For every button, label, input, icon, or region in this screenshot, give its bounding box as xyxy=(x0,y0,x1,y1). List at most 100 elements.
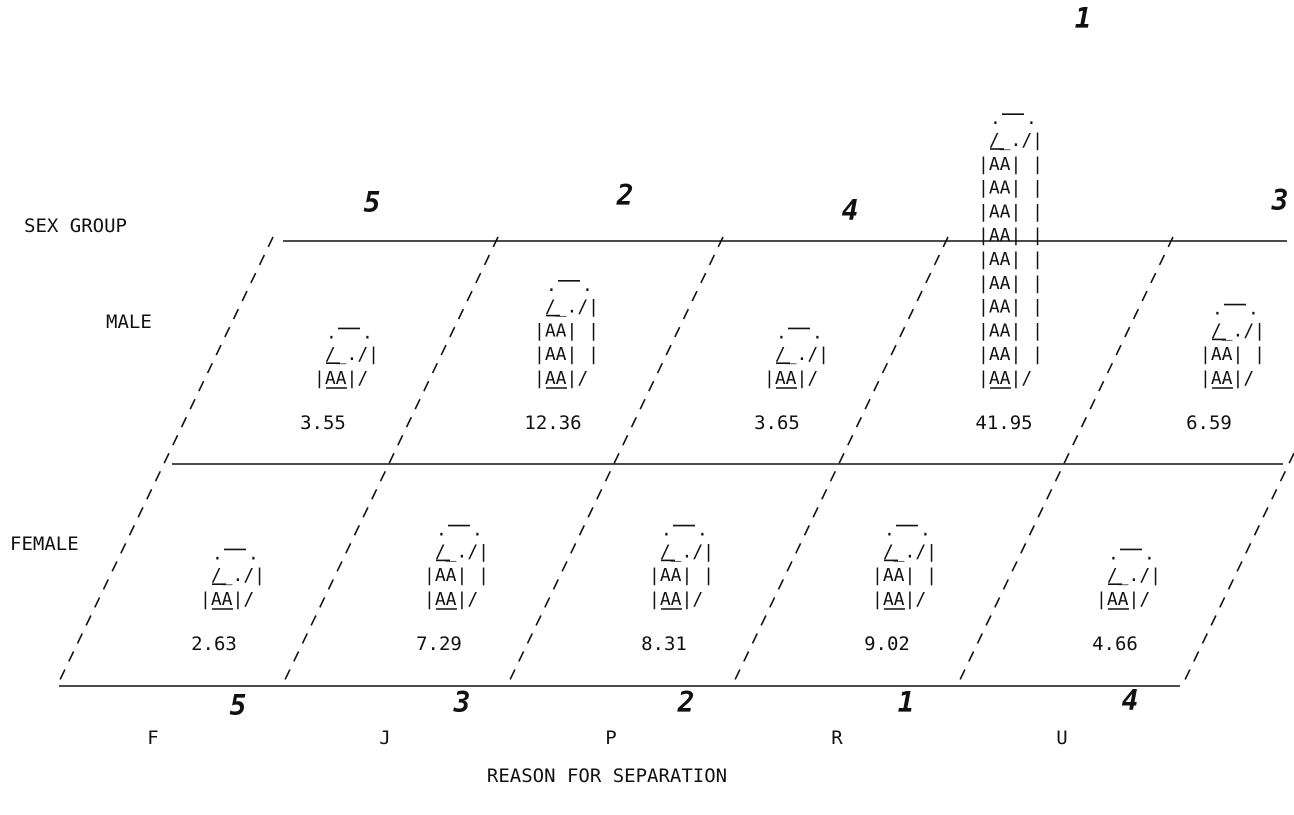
bar-female-j: |AA|/ |AA| | /_./|.. xyxy=(424,520,489,610)
handwritten-rank-female: 3 xyxy=(453,686,471,719)
bar-segment: |AA|/ xyxy=(764,368,818,389)
handwritten-rank-male: 1 xyxy=(1075,2,1092,35)
handwritten-rank-female: 4 xyxy=(1122,684,1139,717)
column-divider xyxy=(731,236,949,687)
bar-segment: |AA|/ xyxy=(1096,589,1150,610)
bar-segment: |AA| | xyxy=(649,565,714,586)
handwritten-rank-male: 3 xyxy=(1271,184,1289,217)
bar-roof-dot: . xyxy=(812,322,823,343)
bar-roof-dot: . xyxy=(884,520,895,541)
bar-roof-dot: . xyxy=(546,275,557,296)
value-label-male-u: 6.59 xyxy=(1186,412,1232,434)
bar-roof-dot: . xyxy=(1108,543,1119,564)
bar-segment: |AA| | xyxy=(872,565,937,586)
value-label-male-f: 3.55 xyxy=(300,412,346,434)
handwritten-rank-female: 1 xyxy=(898,686,915,719)
value-label-male-p: 3.65 xyxy=(754,412,800,434)
bar-cap: /_./| xyxy=(424,541,489,562)
value-label-male-r: 41.95 xyxy=(975,412,1032,434)
bar-cap: /_./| xyxy=(314,344,379,365)
value-label-female-r: 9.02 xyxy=(864,633,910,655)
bar-segment: |AA| | xyxy=(534,320,599,341)
category-label-f: F xyxy=(147,727,158,749)
bar-male-f: |AA|/ /_./|.. xyxy=(314,322,379,389)
bar-cap: /_./| xyxy=(200,565,265,586)
bar-roof-dot: . xyxy=(1248,299,1259,320)
bar-segment: |AA|/ xyxy=(314,368,368,389)
bar-roof-dot: . xyxy=(472,520,483,541)
bar-segment: |AA| | xyxy=(978,249,1043,270)
chart-marks: F J P R U3.55|AA|/ /_./|. .12.36|AA|/|AA| ||A… xyxy=(147,2,1288,749)
category-label-p: P xyxy=(605,727,616,749)
bar-segment: |AA| | xyxy=(978,178,1043,199)
handwritten-rank-male: 2 xyxy=(616,179,634,212)
bar-segment: |AA|/ xyxy=(872,589,926,610)
handwritten-rank-female: 2 xyxy=(677,686,695,719)
bar-male-p: |AA|/ /_./|.. xyxy=(764,322,829,389)
value-label-female-f: 2.63 xyxy=(191,633,237,655)
handwritten-rank-male: 5 xyxy=(364,186,381,219)
row-label-male: MALE xyxy=(106,311,152,333)
bar-roof-dot: . xyxy=(362,322,373,343)
bar-segment: |AA| | xyxy=(978,201,1043,222)
bar-roof-dot: . xyxy=(1144,543,1155,564)
bar-segment: |AA|/ xyxy=(1200,368,1254,389)
bar-female-u: |AA|/ /_./|.. xyxy=(1096,543,1161,610)
grid xyxy=(56,236,1294,687)
bar-segment: |AA| | xyxy=(978,273,1043,294)
handwritten-rank-female: 5 xyxy=(230,689,247,722)
bar-cap: /_./| xyxy=(872,541,937,562)
bar-segment: |AA| | xyxy=(1200,344,1265,365)
bar-roof-dot: . xyxy=(1026,108,1037,129)
bar-segment: |AA| | xyxy=(978,225,1043,246)
bar-segment: |AA| | xyxy=(978,320,1043,341)
bar-male-u: |AA|/ |AA| | /_./|.. xyxy=(1200,299,1265,389)
bar-roof-dot: . xyxy=(248,543,259,564)
bar-male-j: |AA|/ |AA| | |AA| | /_./|.. xyxy=(534,275,599,389)
bar-cap: /_./| xyxy=(534,297,599,318)
bar-segment: |AA|/ xyxy=(424,589,478,610)
bar-female-r: |AA|/ |AA| | /_./|.. xyxy=(872,520,937,610)
bar-female-f: |AA|/ /_./|.. xyxy=(200,543,265,610)
bar-male-r: |AA|/|AA| ||AA| ||AA| ||AA| ||AA| ||AA| … xyxy=(978,108,1043,389)
handwritten-rank-male: 4 xyxy=(842,194,859,227)
bar-segment: |AA|/ xyxy=(978,368,1032,389)
category-label-j: J xyxy=(379,727,390,749)
category-label-u: U xyxy=(1056,727,1067,749)
column-divider xyxy=(281,236,499,687)
value-label-female-p: 8.31 xyxy=(641,633,687,655)
row-axis-title: SEX GROUP xyxy=(24,215,127,237)
bar-roof-dot: . xyxy=(697,520,708,541)
column-divider xyxy=(1181,451,1294,687)
bar-cap: /_./| xyxy=(1200,320,1265,341)
bar-segment: |AA|/ xyxy=(200,589,254,610)
column-divider xyxy=(506,236,724,687)
bar-segment: |AA| | xyxy=(534,344,599,365)
bar-roof-dot: . xyxy=(920,520,931,541)
bar-roof-dot: . xyxy=(1212,299,1223,320)
value-label-male-j: 12.36 xyxy=(524,412,581,434)
bar-segment: |AA|/ xyxy=(534,368,588,389)
bar-roof-dot: . xyxy=(582,275,593,296)
bar-segment: |AA| | xyxy=(978,297,1043,318)
bar-segment: |AA| | xyxy=(978,344,1043,365)
value-label-female-j: 7.29 xyxy=(416,633,462,655)
bar-cap: /_./| xyxy=(1096,565,1161,586)
bar-roof-dot: . xyxy=(212,543,223,564)
bar-segment: |AA| | xyxy=(978,154,1043,175)
bar-roof-dot: . xyxy=(326,322,337,343)
column-axis-title: REASON FOR SEPARATION xyxy=(487,765,727,787)
bar-cap: /_./| xyxy=(764,344,829,365)
bar-female-p: |AA|/ |AA| | /_./|.. xyxy=(649,520,714,610)
value-label-female-u: 4.66 xyxy=(1092,633,1138,655)
bar-roof-dot: . xyxy=(661,520,672,541)
bar-segment: |AA| | xyxy=(424,565,489,586)
bar-roof-dot: . xyxy=(776,322,787,343)
row-label-female: FEMALE xyxy=(10,533,79,555)
bar-cap: /_./| xyxy=(649,541,714,562)
column-divider xyxy=(56,236,274,687)
bar-roof-dot: . xyxy=(436,520,447,541)
column-divider xyxy=(956,236,1174,687)
bar-cap: /_./| xyxy=(978,130,1043,151)
